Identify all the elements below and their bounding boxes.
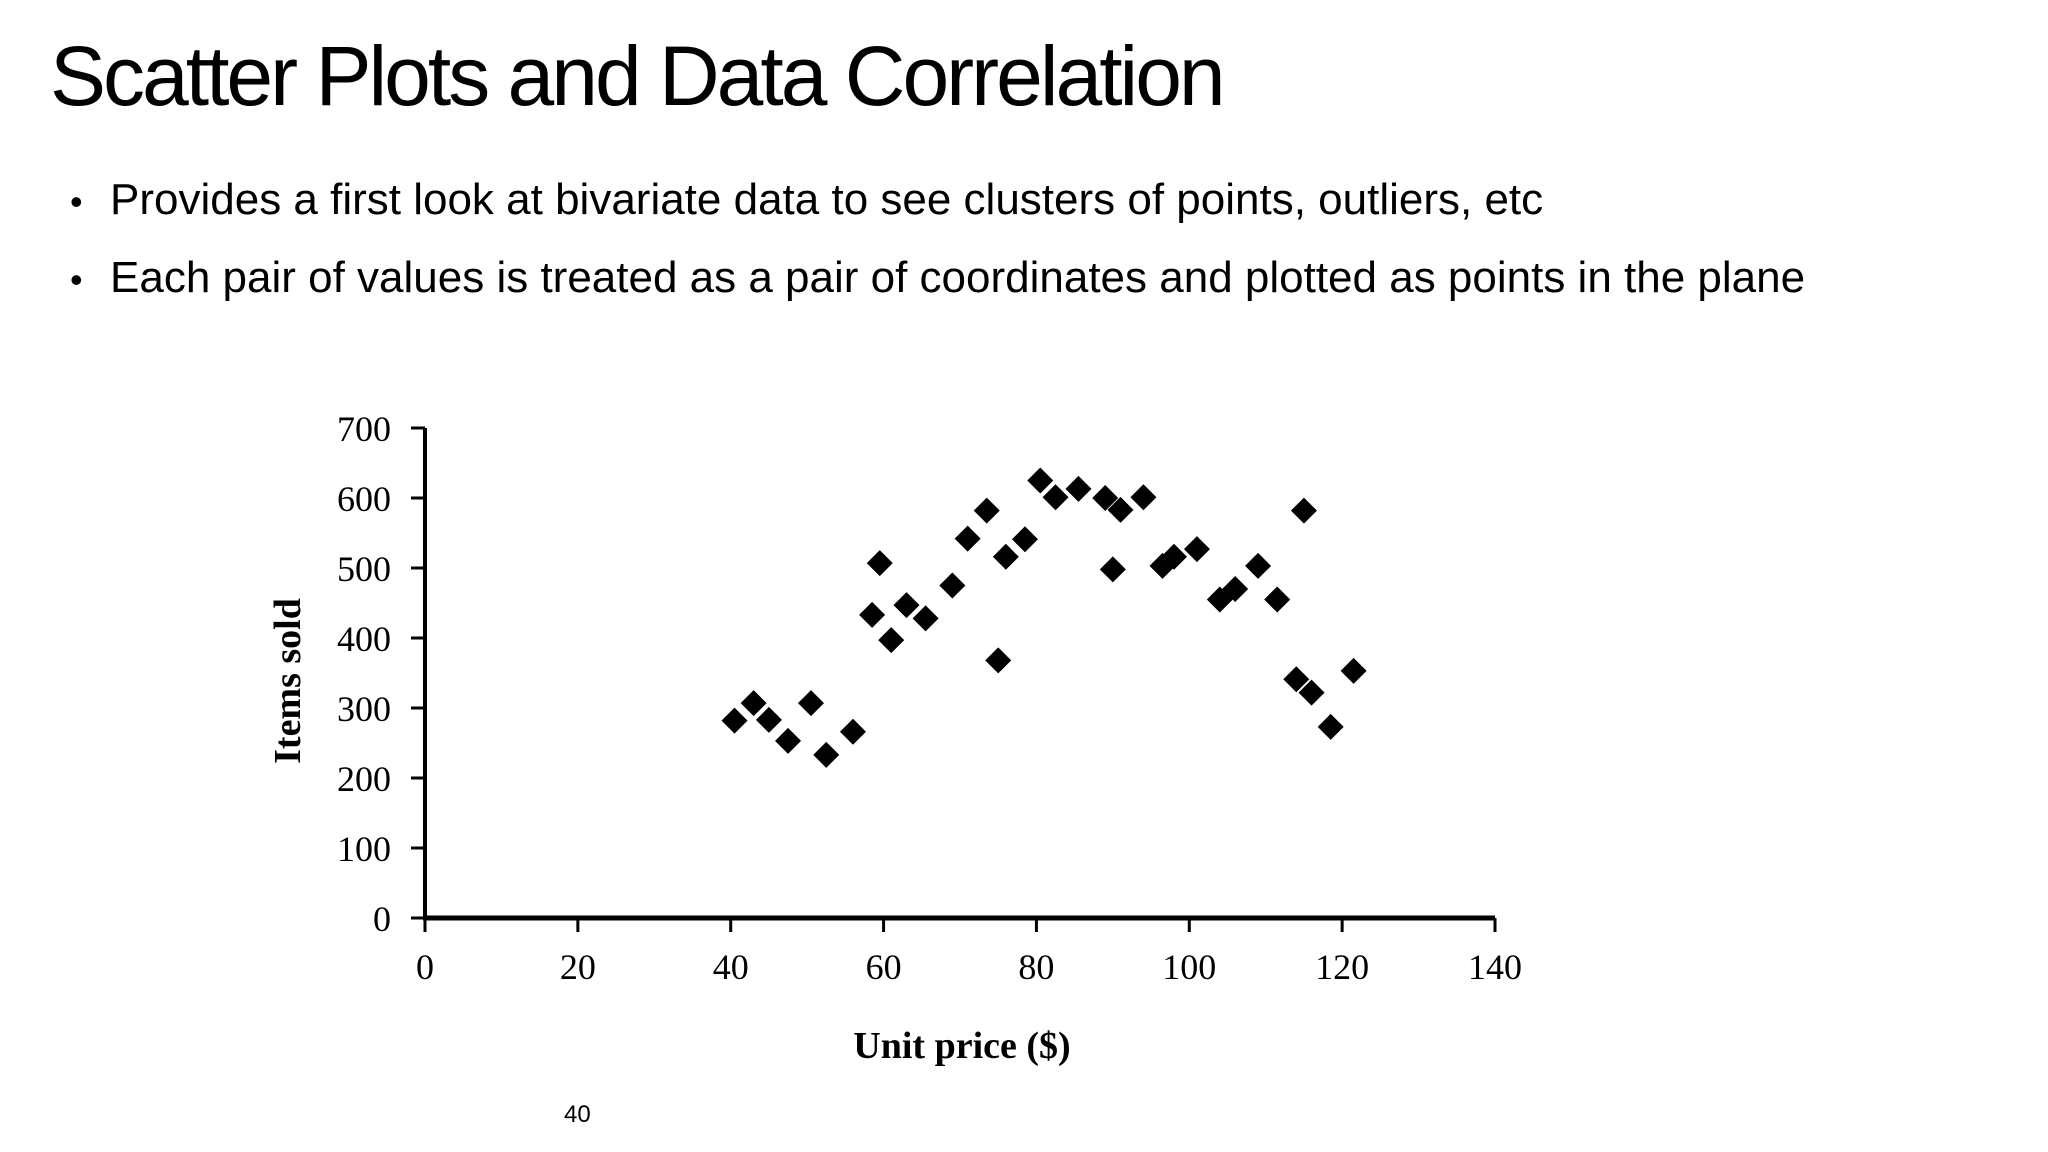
- y-tick-label: 500: [337, 549, 391, 589]
- data-point: [859, 601, 886, 628]
- data-point: [740, 690, 767, 717]
- data-point: [866, 550, 893, 577]
- data-point: [1065, 475, 1092, 502]
- data-point: [755, 706, 782, 733]
- y-tick-label: 600: [337, 479, 391, 519]
- data-point: [775, 727, 802, 754]
- bullet-item: • Each pair of values is treated as a pa…: [70, 256, 1805, 334]
- data-point: [954, 525, 981, 552]
- y-tick-label: 100: [337, 829, 391, 869]
- bullet-dot-icon: •: [70, 259, 83, 300]
- data-point: [1183, 536, 1210, 563]
- data-point: [1264, 586, 1291, 613]
- x-tick-label: 140: [1468, 947, 1522, 987]
- page-number: 40: [564, 1101, 591, 1128]
- bullet-list: • Provides a first look at bivariate dat…: [70, 178, 1805, 334]
- data-point: [1283, 666, 1310, 693]
- data-point: [797, 690, 824, 717]
- data-point: [1092, 485, 1119, 511]
- y-axis-ticks: 0 100 200 300 400 500 600 700: [337, 409, 425, 939]
- slide-title: Scatter Plots and Data Correlation: [50, 29, 1226, 123]
- data-point: [912, 605, 939, 632]
- data-point: [1298, 679, 1325, 706]
- y-axis-title: Items sold: [267, 598, 309, 764]
- y-tick-label: 300: [337, 689, 391, 729]
- x-tick-label: 100: [1162, 947, 1216, 987]
- data-point: [721, 707, 748, 734]
- y-tick-label: 700: [337, 409, 391, 449]
- y-tick-label: 0: [373, 899, 391, 939]
- data-point: [1290, 497, 1317, 524]
- x-axis-ticks: 0 20 40 60 80 100 120 140: [416, 918, 1522, 987]
- data-point: [1042, 484, 1069, 511]
- data-point: [973, 497, 1000, 524]
- data-point: [1222, 576, 1249, 602]
- x-tick-label: 20: [560, 947, 596, 987]
- data-point: [1245, 552, 1272, 579]
- bullet-dot-icon: •: [70, 181, 83, 222]
- data-point: [939, 572, 966, 599]
- data-point: [1130, 484, 1157, 511]
- x-tick-label: 80: [1018, 947, 1054, 987]
- data-points: [721, 467, 1367, 768]
- data-point: [1340, 657, 1367, 684]
- x-tick-label: 0: [416, 947, 434, 987]
- y-tick-label: 400: [337, 619, 391, 659]
- data-point: [1107, 496, 1134, 523]
- data-point: [1099, 556, 1126, 583]
- data-point: [992, 543, 1019, 570]
- bullet-text: Each pair of values is treated as a pair…: [110, 253, 1806, 302]
- data-point: [840, 718, 866, 745]
- data-point: [893, 592, 920, 619]
- x-tick-label: 60: [866, 947, 902, 987]
- data-point: [985, 647, 1012, 674]
- y-tick-label: 200: [337, 759, 391, 799]
- x-axis-title: Unit price ($): [853, 1025, 1070, 1067]
- data-point: [1161, 543, 1187, 570]
- data-point: [813, 741, 840, 768]
- data-point: [1317, 713, 1344, 740]
- data-point: [1011, 526, 1038, 553]
- data-point: [878, 627, 905, 654]
- bullet-text: Provides a first look at bivariate data …: [110, 175, 1544, 224]
- x-tick-label: 120: [1315, 947, 1369, 987]
- data-point: [1027, 467, 1054, 494]
- x-tick-label: 40: [713, 947, 749, 987]
- bullet-item: • Provides a first look at bivariate dat…: [70, 178, 1805, 256]
